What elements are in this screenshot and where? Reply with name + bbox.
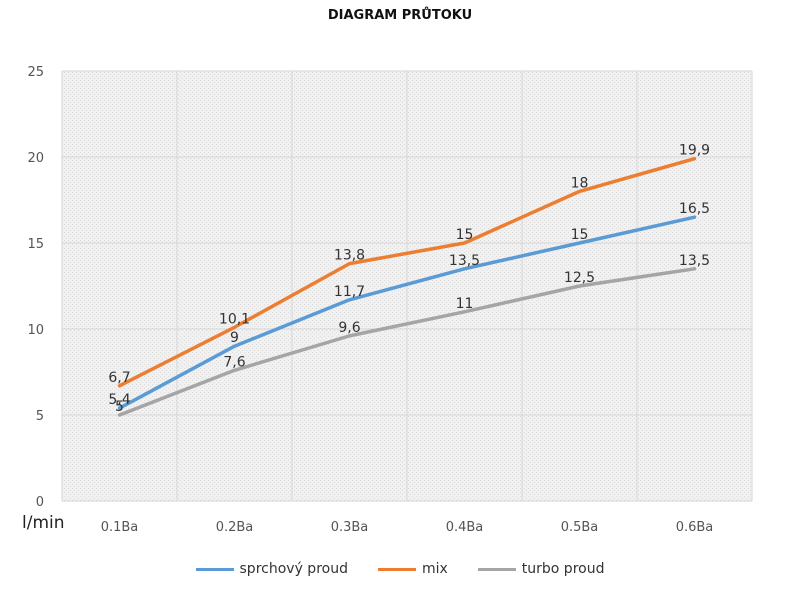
legend: sprchový proud mix turbo proud: [0, 561, 800, 577]
x-tick-label: 0.5Ba: [561, 520, 599, 535]
legend-item-turbo-proud: turbo proud: [477, 561, 605, 577]
data-label: 18: [571, 175, 589, 191]
data-label: 12,5: [564, 270, 595, 286]
legend-item-mix: mix: [377, 561, 448, 577]
series-line-sprchový-proud: [117, 215, 697, 410]
data-label: 5,4: [108, 392, 130, 408]
y-tick-label: 10: [27, 323, 44, 338]
y-axis-label: l/min: [22, 513, 65, 533]
data-label: 11,7: [334, 284, 365, 300]
legend-swatch-sprchovy-proud: [195, 567, 234, 571]
data-label: 11: [456, 296, 474, 312]
data-label: 13,5: [449, 253, 480, 269]
data-label: 5: [115, 399, 124, 415]
y-tick-label: 5: [36, 409, 44, 424]
x-tick-label: 0.6Ba: [676, 520, 714, 535]
y-tick-label: 15: [27, 237, 44, 252]
legend-item-sprchovy-proud: sprchový proud: [195, 561, 348, 577]
data-label: 6,7: [108, 370, 130, 386]
data-label: 13,8: [334, 248, 365, 264]
x-tick-label: 0.4Ba: [446, 520, 484, 535]
data-label: 7,6: [223, 354, 245, 370]
y-tick-label: 20: [27, 151, 44, 166]
legend-label: mix: [421, 561, 448, 577]
chart-title: DIAGRAM PRŮTOKU: [327, 8, 473, 23]
x-tick-label: 0.3Ba: [331, 520, 369, 535]
legend-swatch-mix: [377, 567, 416, 571]
data-label: 13,5: [679, 253, 710, 269]
y-tick-label: 0: [36, 495, 44, 510]
y-tick-label: 25: [27, 65, 44, 80]
data-label: 16,5: [679, 201, 710, 217]
x-tick-label: 0.2Ba: [216, 520, 254, 535]
data-label: 15: [456, 227, 474, 243]
data-label: 9,6: [338, 320, 360, 336]
series-line-turbo-proud: [117, 267, 697, 417]
legend-label: turbo proud: [521, 561, 605, 577]
legend-swatch-turbo-proud: [477, 567, 516, 571]
data-label: 15: [571, 227, 589, 243]
data-label: 19,9: [679, 143, 710, 159]
x-tick-label: 0.1Ba: [101, 520, 139, 535]
legend-label: sprchový proud: [239, 561, 348, 577]
data-label: 10,1: [219, 311, 250, 327]
series-line-mix: [117, 156, 697, 388]
data-label: 9: [230, 330, 239, 346]
